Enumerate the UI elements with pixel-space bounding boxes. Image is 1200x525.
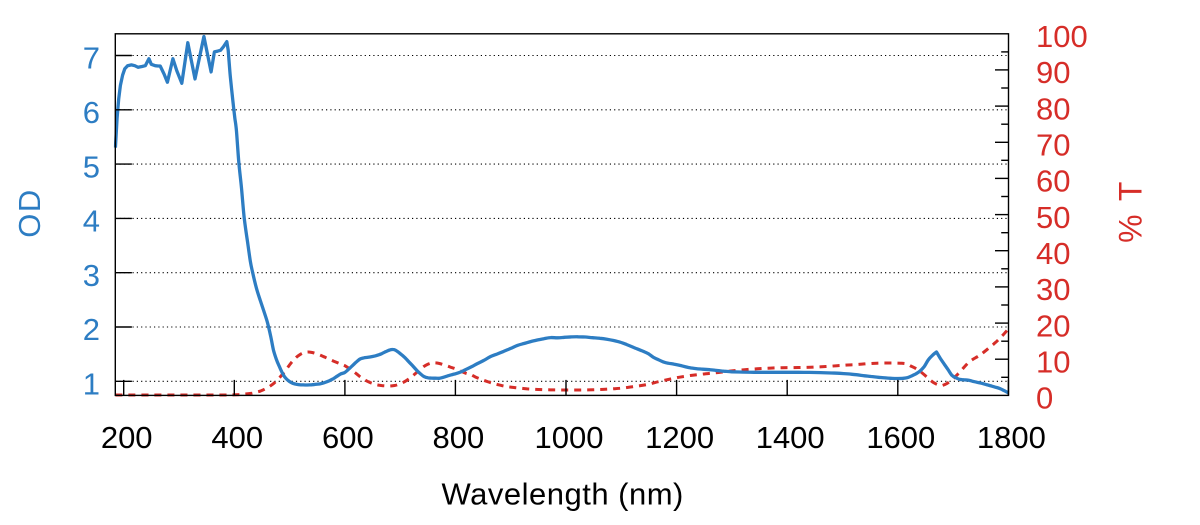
svg-text:100: 100: [1036, 19, 1088, 54]
svg-text:6: 6: [83, 95, 100, 130]
svg-text:800: 800: [433, 420, 485, 455]
svg-text:1: 1: [83, 367, 100, 402]
svg-text:20: 20: [1036, 308, 1070, 343]
svg-text:60: 60: [1036, 164, 1070, 199]
svg-text:OD: OD: [12, 188, 47, 238]
svg-text:1800: 1800: [977, 420, 1046, 455]
svg-text:70: 70: [1036, 128, 1070, 163]
svg-text:400: 400: [211, 420, 263, 455]
svg-text:80: 80: [1036, 91, 1070, 126]
svg-text:90: 90: [1036, 55, 1070, 90]
svg-text:3: 3: [83, 258, 100, 293]
svg-text:0: 0: [1036, 381, 1053, 416]
svg-text:4: 4: [83, 204, 100, 239]
svg-text:200: 200: [101, 420, 153, 455]
svg-text:% T: % T: [1113, 179, 1149, 243]
svg-text:1200: 1200: [645, 420, 714, 455]
svg-text:600: 600: [322, 420, 374, 455]
svg-text:30: 30: [1036, 272, 1070, 307]
svg-text:7: 7: [83, 41, 100, 76]
svg-text:10: 10: [1036, 344, 1070, 379]
svg-text:Wavelength (nm): Wavelength (nm): [442, 476, 684, 511]
svg-text:1600: 1600: [866, 420, 935, 455]
svg-text:2: 2: [83, 312, 100, 347]
svg-text:50: 50: [1036, 200, 1070, 235]
svg-text:1400: 1400: [756, 420, 825, 455]
svg-text:1000: 1000: [535, 420, 604, 455]
svg-text:5: 5: [83, 149, 100, 184]
svg-text:40: 40: [1036, 236, 1070, 271]
